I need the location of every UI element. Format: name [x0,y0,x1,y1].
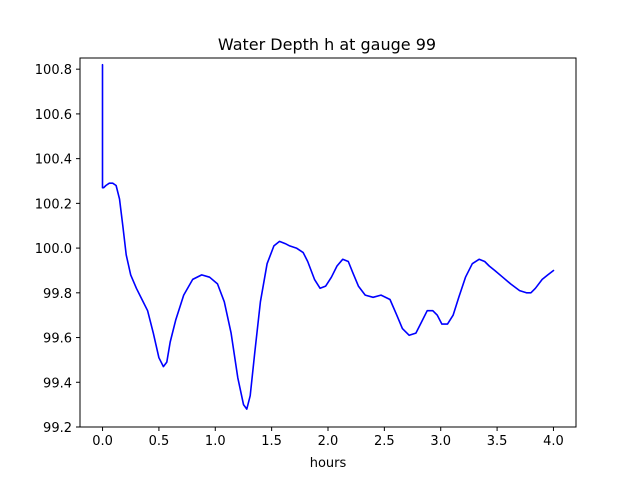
x-tick-label: 4.0 [543,434,564,449]
y-tick-label: 100.8 [35,63,72,78]
x-tick-label: 1.5 [261,434,282,449]
plot-frame [79,57,577,428]
axis-ticks: 0.0 0.5 1.0 1.5 2.0 2.5 3.0 3.5 4.0 99.2 99.4 99.6 9… [35,63,564,449]
y-tick-label: 100.0 [35,242,72,257]
x-tick-label: 2.5 [374,434,395,449]
x-tick-label: 3.0 [430,434,451,449]
chart-title: Water Depth h at gauge 99 [218,35,436,54]
x-tick-label: 0.5 [149,434,170,449]
x-tick-label: 0.0 [92,434,113,449]
x-tick-label: 2.0 [318,434,339,449]
y-tick-label: 99.6 [43,332,72,347]
y-tick-label: 100.4 [35,153,72,168]
plot-area [101,63,555,410]
x-tick-label: 3.5 [487,434,508,449]
y-tick-label: 99.2 [43,421,72,436]
series-line [101,63,555,410]
y-tick-label: 100.6 [35,108,72,123]
x-tick-label: 1.0 [205,434,226,449]
y-tick-label: 99.8 [43,287,72,302]
y-tick-label: 100.2 [35,197,72,212]
x-axis-label: hours [310,456,347,471]
y-tick-label: 99.4 [43,376,72,391]
